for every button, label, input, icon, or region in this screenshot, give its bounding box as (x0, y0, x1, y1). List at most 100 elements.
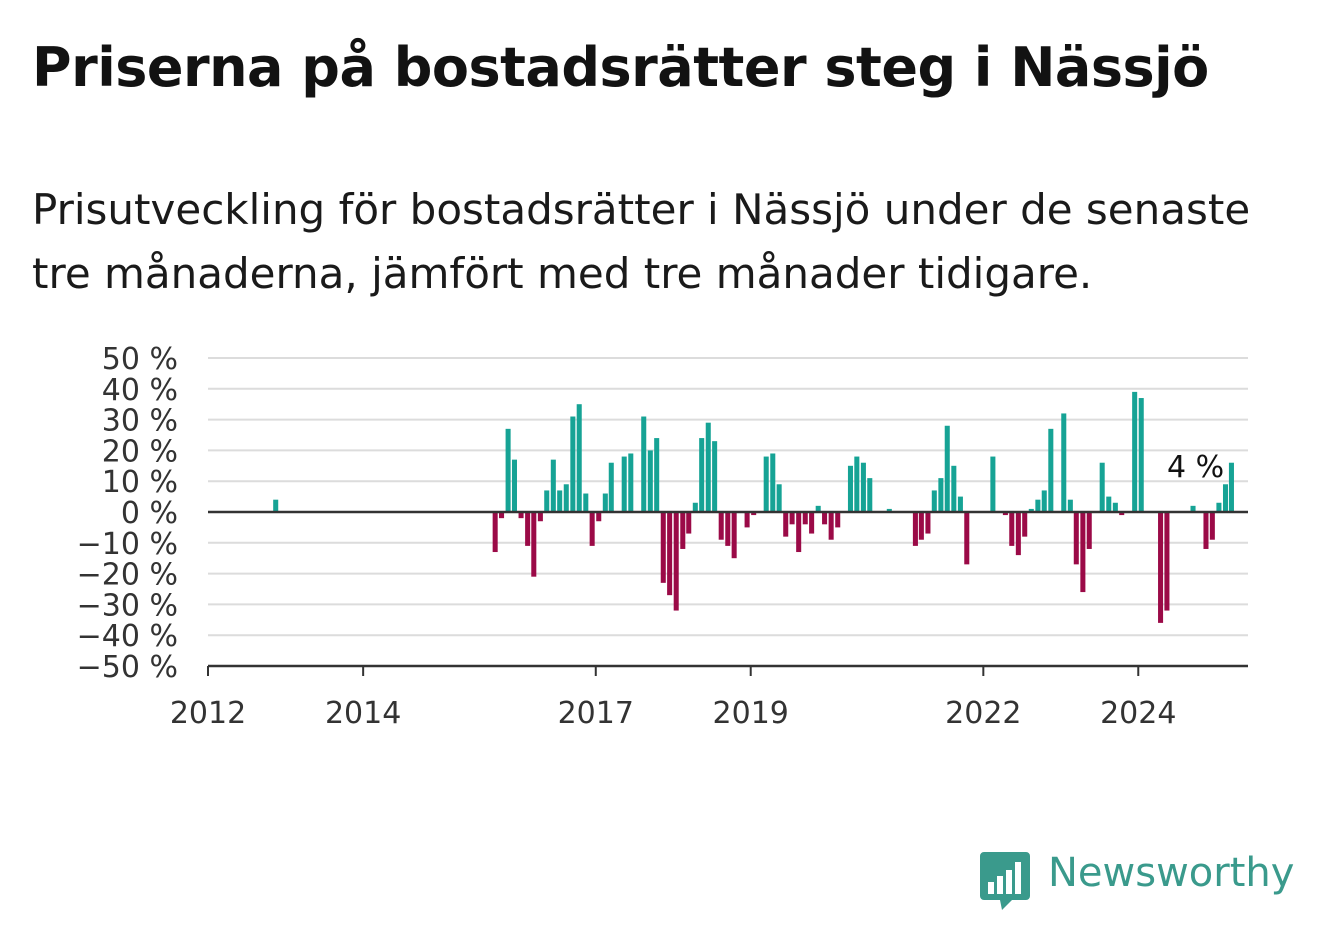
bar (744, 512, 750, 528)
y-tick-label: −20 % (77, 558, 178, 593)
chart-subtitle: Prisutveckling för bostadsrätter i Nässj… (32, 185, 1251, 298)
bar (1209, 512, 1215, 540)
bar (1086, 512, 1092, 549)
y-tick-label: −10 % (77, 527, 178, 562)
bar (1099, 462, 1105, 512)
bar (699, 438, 705, 512)
y-tick-label: −40 % (77, 619, 178, 654)
bar (828, 512, 834, 540)
bar (867, 478, 873, 512)
bar (525, 512, 531, 546)
bar (518, 512, 524, 519)
bar (628, 453, 634, 512)
x-tick-label: 2022 (945, 696, 1021, 731)
y-axis-ticks: 50 %40 %30 %20 %10 %0 %−10 %−20 %−30 %−4… (77, 342, 178, 685)
bar (589, 512, 595, 546)
x-tick-label: 2017 (558, 696, 634, 731)
bar (667, 512, 673, 596)
bar (570, 416, 576, 512)
newsworthy-logo-icon (980, 852, 1030, 910)
chart-title: Priserna på bostadsrätter steg i Nässjö (32, 36, 1209, 99)
y-tick-label: 20 % (102, 434, 178, 469)
bar (776, 484, 782, 512)
bar (957, 496, 963, 512)
bar (822, 512, 828, 525)
x-tick-label: 2012 (170, 696, 246, 731)
bar (751, 512, 757, 516)
bar (1015, 512, 1021, 556)
bar (705, 422, 711, 512)
bar (1048, 428, 1054, 512)
bar (583, 493, 589, 512)
bar (1158, 512, 1164, 623)
bar (951, 465, 957, 512)
y-tick-label: 0 % (121, 496, 178, 531)
x-tick-label: 2014 (325, 696, 401, 731)
bar (1080, 512, 1086, 593)
y-tick-label: −50 % (77, 650, 178, 685)
bar (621, 456, 627, 512)
bar (912, 512, 918, 546)
bar (660, 512, 666, 583)
x-axis-ticks: 2012 2014 2017 2019 2022 2024 (170, 666, 1176, 731)
bar (505, 428, 511, 512)
bar (763, 456, 769, 512)
bar (1190, 505, 1196, 512)
bar (1203, 512, 1209, 549)
bar (1009, 512, 1015, 546)
bar (770, 453, 776, 512)
brand-name: Newsworthy (1048, 850, 1295, 896)
bar (815, 505, 821, 512)
bar (492, 512, 498, 553)
bar-chart: 50 %40 %30 %20 %10 %0 %−10 %−20 %−30 %−4… (77, 342, 1248, 731)
bar (1119, 512, 1125, 516)
bar (557, 490, 563, 512)
bar (273, 499, 279, 512)
bar (802, 512, 808, 525)
bar (1022, 512, 1028, 537)
bar (544, 490, 550, 512)
bar (576, 404, 582, 512)
bar (563, 484, 569, 512)
bar (886, 508, 892, 512)
bar (990, 456, 996, 512)
bar (938, 478, 944, 512)
bar (1138, 398, 1144, 512)
bar (725, 512, 731, 546)
newsworthy-logo: Newsworthy (980, 848, 1300, 910)
bar (860, 462, 866, 512)
bar (499, 512, 505, 519)
bar (1061, 413, 1067, 512)
bar (511, 459, 517, 512)
bar (608, 462, 614, 512)
bar (783, 512, 789, 537)
bar (550, 459, 556, 512)
bar (796, 512, 802, 553)
bar (596, 512, 602, 522)
bar (1132, 391, 1138, 512)
bar (1002, 512, 1008, 516)
x-tick-label: 2019 (713, 696, 789, 731)
bar (641, 416, 647, 512)
y-tick-label: −30 % (77, 588, 178, 623)
y-tick-label: 40 % (102, 373, 178, 408)
bars (273, 391, 1234, 623)
bar (1112, 502, 1118, 512)
x-tick-label: 2024 (1100, 696, 1176, 731)
bar (537, 512, 543, 522)
bar (1035, 499, 1041, 512)
bar (1073, 512, 1079, 565)
bar (1106, 496, 1112, 512)
bar (718, 512, 724, 540)
y-tick-label: 10 % (102, 465, 178, 500)
bar (673, 512, 679, 611)
bar (712, 441, 718, 512)
bar (944, 425, 950, 512)
bar (647, 450, 653, 512)
bar (602, 493, 608, 512)
bar (692, 502, 698, 512)
bar (1228, 462, 1234, 512)
bar (1164, 512, 1170, 611)
bar (1041, 490, 1047, 512)
bar (854, 456, 860, 512)
